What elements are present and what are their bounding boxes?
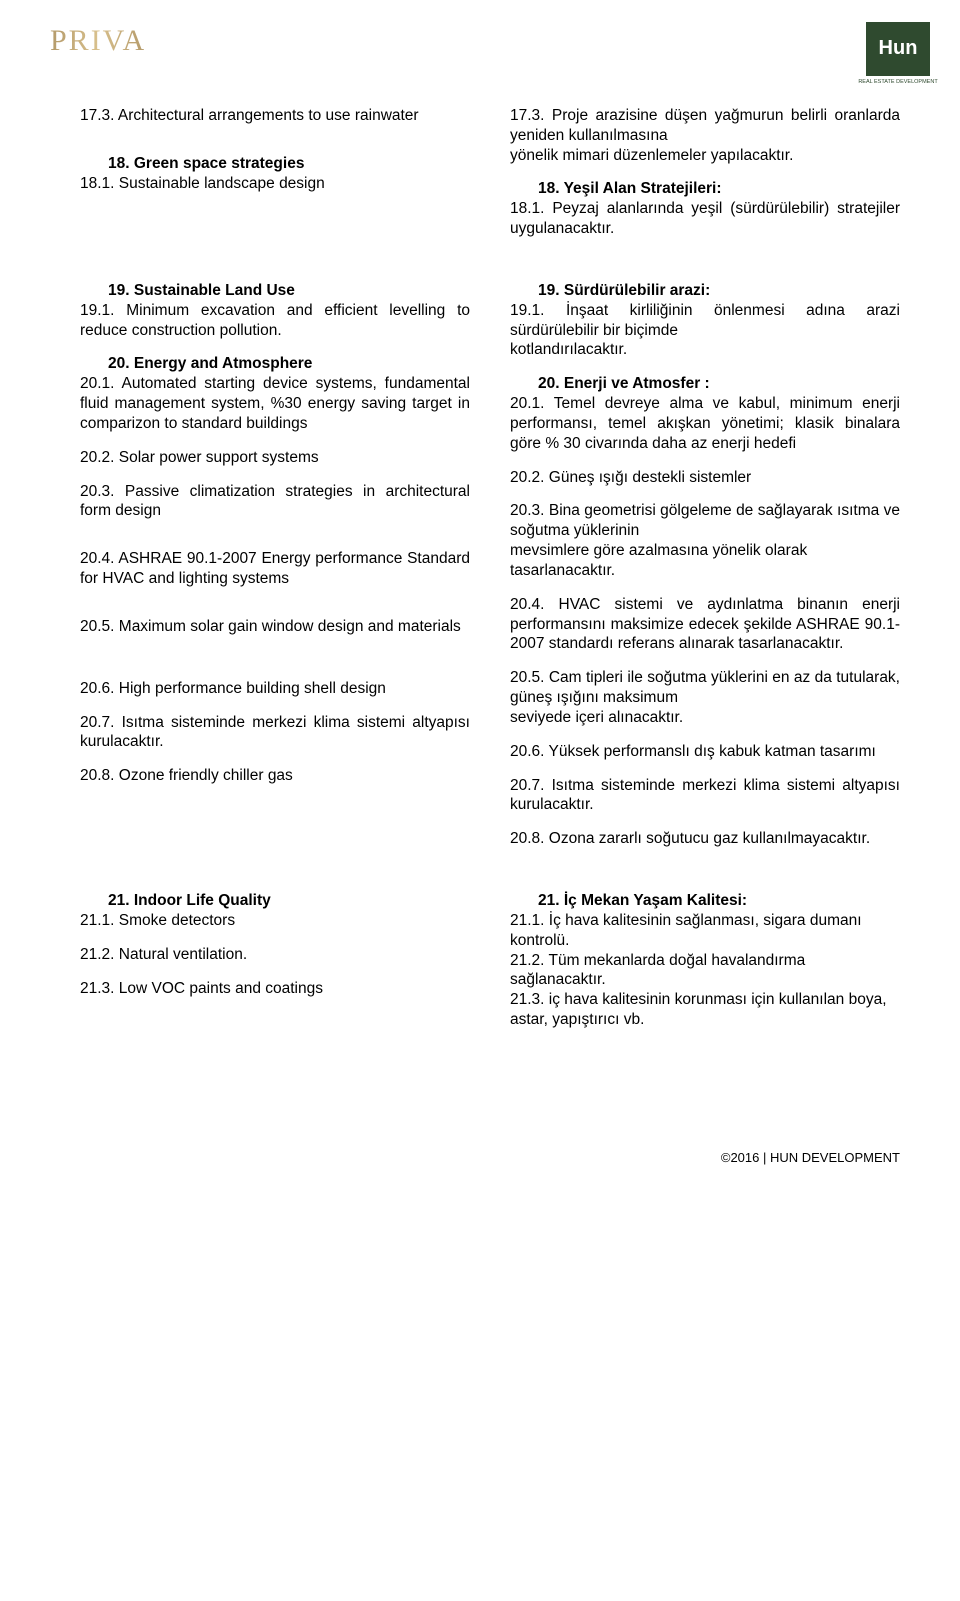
en-20-4: 20.4. ASHRAE 90.1-2007 Energy performanc… — [80, 549, 470, 589]
tr-18-1: 18.1. Peyzaj alanlarında yeşil (sürdürül… — [510, 199, 900, 239]
tr-20-title: 20. Enerji ve Atmosfer : — [510, 374, 900, 394]
en-20-2: 20.2. Solar power support systems — [80, 448, 470, 468]
tr-21-3: 21.3. iç hava kalitesinin korunması için… — [510, 990, 900, 1030]
en-20-3: 20.3. Passive climatization strategies i… — [80, 482, 470, 522]
hun-badge-subtext: REAL ESTATE DEVELOPMENT — [858, 79, 937, 86]
tr-20-5b: seviyede içeri alınacaktır. — [510, 708, 900, 728]
tr-19-1a: 19.1. İnşaat kirliliğinin önlenmesi adın… — [510, 301, 900, 341]
tr-20-4: 20.4. HVAC sistemi ve aydınlatma binanın… — [510, 595, 900, 654]
col-left: 21. Indoor Life Quality 21.1. Smoke dete… — [80, 891, 470, 1030]
en-18-title: 18. Green space strategies — [80, 154, 470, 174]
block-17-18: 17.3. Architectural arrangements to use … — [80, 106, 900, 239]
block-19-20: 19. Sustainable Land Use 19.1. Minimum e… — [80, 281, 900, 849]
tr-19-title: 19. Sürdürülebilir arazi: — [510, 281, 900, 301]
en-20-7: 20.7. Isıtma sisteminde merkezi klima si… — [80, 713, 470, 753]
tr-20-7: 20.7. Isıtma sisteminde merkezi klima si… — [510, 776, 900, 816]
en-17-3: 17.3. Architectural arrangements to use … — [80, 106, 470, 126]
tr-20-5a: 20.5. Cam tipleri ile soğutma yüklerini … — [510, 668, 900, 708]
en-18-1: 18.1. Sustainable landscape design — [80, 174, 470, 194]
en-20-title: 20. Energy and Atmosphere — [80, 354, 470, 374]
en-20-5: 20.5. Maximum solar gain window design a… — [80, 617, 470, 637]
tr-21-2: 21.2. Tüm mekanlarda doğal havalandırma … — [510, 951, 900, 991]
en-20-6: 20.6. High performance building shell de… — [80, 679, 470, 699]
col-right: 21. İç Mekan Yaşam Kalitesi: 21.1. İç ha… — [510, 891, 900, 1030]
en-21-3: 21.3. Low VOC paints and coatings — [80, 979, 470, 999]
tr-19-1b: kotlandırılacaktır. — [510, 340, 900, 360]
tr-20-3a: 20.3. Bina geometrisi gölgeleme de sağla… — [510, 501, 900, 541]
tr-17-3b: yönelik mimari düzenlemeler yapılacaktır… — [510, 146, 900, 166]
tr-21-title: 21. İç Mekan Yaşam Kalitesi: — [510, 891, 900, 911]
tr-20-1: 20.1. Temel devreye alma ve kabul, minim… — [510, 394, 900, 453]
tr-18-title: 18. Yeşil Alan Stratejileri: — [510, 179, 900, 199]
tr-17-3a: 17.3. Proje arazisine düşen yağmurun bel… — [510, 106, 900, 146]
block-21: 21. Indoor Life Quality 21.1. Smoke dete… — [80, 891, 900, 1030]
col-right: 19. Sürdürülebilir arazi: 19.1. İnşaat k… — [510, 281, 900, 849]
en-21-title: 21. Indoor Life Quality — [80, 891, 470, 911]
en-19-1: 19.1. Minimum excavation and efficient l… — [80, 301, 470, 341]
hun-badge-text: Hun — [879, 36, 918, 62]
en-20-1: 20.1. Automated starting device systems,… — [80, 374, 470, 433]
col-right: 17.3. Proje arazisine düşen yağmurun bel… — [510, 106, 900, 239]
en-19-title: 19. Sustainable Land Use — [80, 281, 470, 301]
en-21-2: 21.2. Natural ventilation. — [80, 945, 470, 965]
en-20-8: 20.8. Ozone friendly chiller gas — [80, 766, 470, 786]
page-header: PRIVA Hun REAL ESTATE DEVELOPMENT — [50, 0, 930, 106]
page-footer: ©2016 | HUN DEVELOPMENT — [80, 1150, 900, 1167]
tr-20-3b: mevsimlere göre azalmasına yönelik olara… — [510, 541, 900, 581]
col-left: 19. Sustainable Land Use 19.1. Minimum e… — [80, 281, 470, 849]
priva-logo: PRIVA — [50, 22, 146, 60]
tr-20-6: 20.6. Yüksek performanslı dış kabuk katm… — [510, 742, 900, 762]
hun-badge: Hun REAL ESTATE DEVELOPMENT — [866, 22, 930, 76]
tr-20-2: 20.2. Güneş ışığı destekli sistemler — [510, 468, 900, 488]
tr-21-1: 21.1. İç hava kalitesinin sağlanması, si… — [510, 911, 900, 951]
col-left: 17.3. Architectural arrangements to use … — [80, 106, 470, 239]
en-21-1: 21.1. Smoke detectors — [80, 911, 470, 931]
tr-20-8: 20.8. Ozona zararlı soğutucu gaz kullanı… — [510, 829, 900, 849]
